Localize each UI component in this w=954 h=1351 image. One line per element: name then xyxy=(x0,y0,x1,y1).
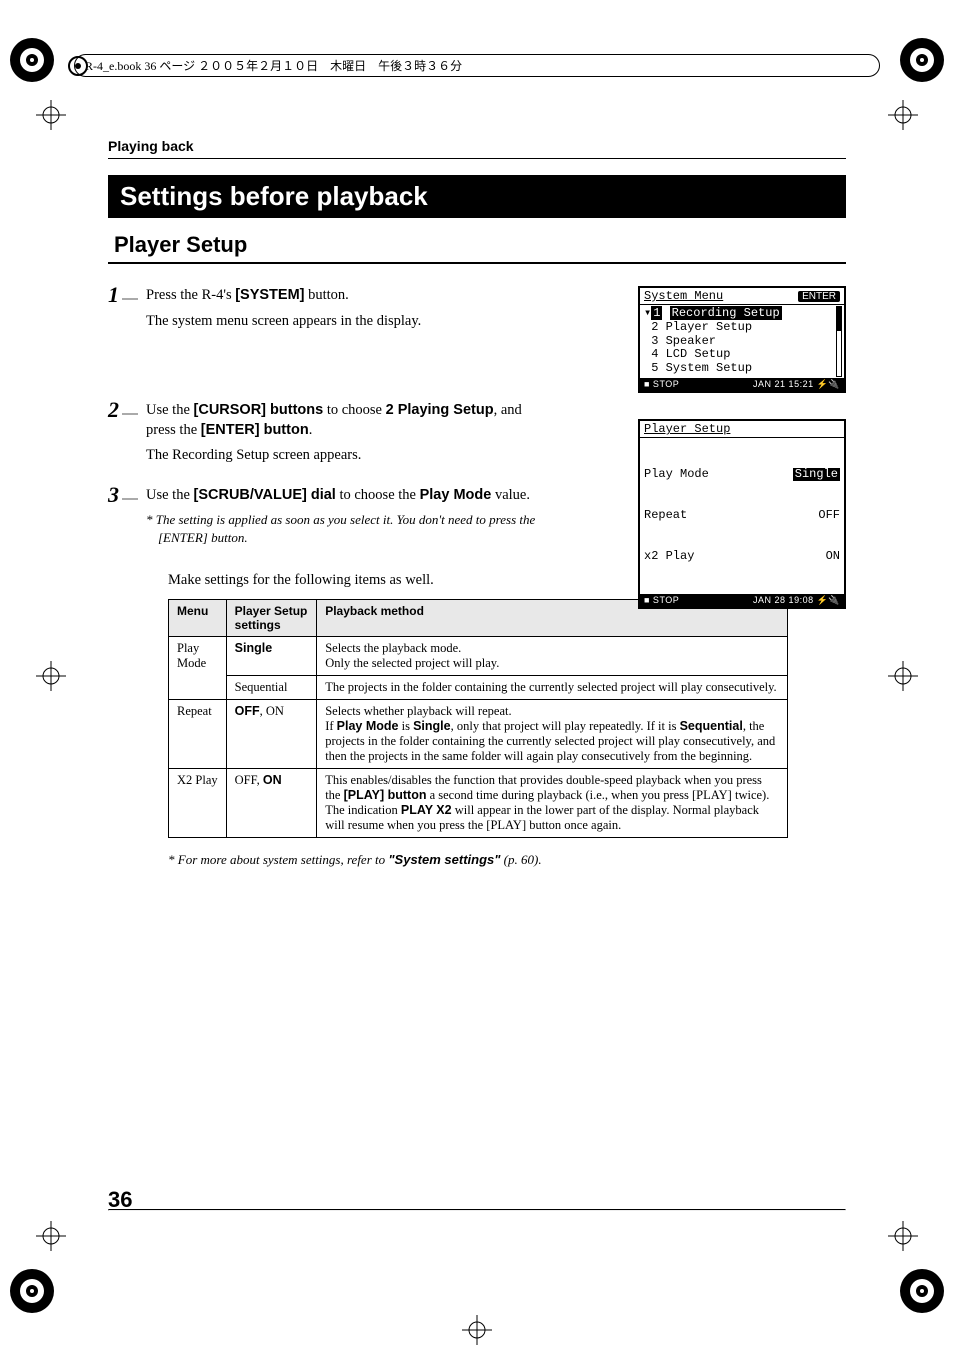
table-cell: The projects in the folder containing th… xyxy=(317,676,788,700)
lcd-status-right: JAN 21 15:21 ⚡🔌 xyxy=(753,379,840,390)
table-cell: Selects the playback mode. Only the sele… xyxy=(317,637,788,676)
crop-mark-icon xyxy=(888,661,918,691)
settings-table: Menu Player Setup settings Playback meth… xyxy=(168,599,788,838)
table-row: Repeat OFF, ON Selects whether playback … xyxy=(169,700,788,769)
step-text: Press the R-4's [SYSTEM] button. xyxy=(146,286,421,306)
table-cell: Single xyxy=(226,637,317,676)
binding-gear-icon xyxy=(67,55,89,77)
step-number: 3 xyxy=(108,482,132,549)
step-text: The Recording Setup screen appears. xyxy=(146,446,536,466)
crop-mark-icon xyxy=(888,100,918,130)
step-text: Use the [CURSOR] buttons to choose 2 Pla… xyxy=(146,401,536,440)
lcd-enter-badge: ENTER xyxy=(798,291,840,302)
lcd-body: Play ModeSingle RepeatOFF x2 PlayON xyxy=(640,438,844,594)
step-note: The setting is applied as soon as you se… xyxy=(146,511,536,546)
divider xyxy=(108,158,846,159)
table-row: Play Mode Single Selects the playback mo… xyxy=(169,637,788,676)
crop-mark-icon xyxy=(36,661,66,691)
step-number: 2 xyxy=(108,397,132,468)
table-cell: This enables/disables the function that … xyxy=(317,769,788,838)
registration-mark-icon xyxy=(898,36,946,84)
step-number: 1 xyxy=(108,282,132,383)
table-cell: Repeat xyxy=(169,700,227,769)
lcd-status-right: JAN 28 19:08 ⚡🔌 xyxy=(753,595,840,606)
table-cell: OFF, ON xyxy=(226,700,317,769)
running-head: Playing back xyxy=(108,138,846,154)
table-cell: Play Mode xyxy=(169,637,227,700)
table-cell: X2 Play xyxy=(169,769,227,838)
table-cell: Selects whether playback will repeat. If… xyxy=(317,700,788,769)
lcd-status-left: ■ STOP xyxy=(644,595,679,606)
crop-mark-icon xyxy=(36,100,66,130)
lcd-system-menu: System Menu ENTER ▾1 Recording Setup 2 P… xyxy=(638,286,846,393)
registration-mark-icon xyxy=(8,1267,56,1315)
table-cell: Sequential xyxy=(226,676,317,700)
crop-mark-icon xyxy=(462,1315,492,1345)
divider xyxy=(108,262,846,264)
lcd-body: ▾1 Recording Setup 2 Player Setup 3 Spea… xyxy=(640,305,844,378)
subsection-heading: Player Setup xyxy=(108,232,846,258)
book-info-text: R-4_e.book 36 ページ ２００５年２月１０日 木曜日 午後３時３６分 xyxy=(85,57,462,74)
step-text: Use the [SCRUB/VALUE] dial to choose the… xyxy=(146,486,536,506)
lcd-status-left: ■ STOP xyxy=(644,379,679,390)
page-number: 36 xyxy=(108,1187,132,1213)
step-text: The system menu screen appears in the di… xyxy=(146,312,421,332)
table-header: Player Setup settings xyxy=(226,600,317,637)
table-cell: OFF, ON xyxy=(226,769,317,838)
table-header: Menu xyxy=(169,600,227,637)
crop-mark-icon xyxy=(888,1221,918,1251)
lcd-title: System Menu xyxy=(644,289,723,303)
lcd-scrollbar xyxy=(836,306,842,377)
section-heading: Settings before playback xyxy=(108,175,846,218)
lcd-player-setup: Player Setup Play ModeSingle RepeatOFF x… xyxy=(638,419,846,609)
footer-rule xyxy=(108,1209,846,1211)
registration-mark-icon xyxy=(8,36,56,84)
book-info-bar: R-4_e.book 36 ページ ２００５年２月１０日 木曜日 午後３時３６分 xyxy=(74,54,880,77)
table-row: Sequential The projects in the folder co… xyxy=(169,676,788,700)
crop-mark-icon xyxy=(36,1221,66,1251)
registration-mark-icon xyxy=(898,1267,946,1315)
lcd-title: Player Setup xyxy=(644,422,730,436)
table-row: X2 Play OFF, ON This enables/disables th… xyxy=(169,769,788,838)
footnote: * For more about system settings, refer … xyxy=(168,852,846,868)
